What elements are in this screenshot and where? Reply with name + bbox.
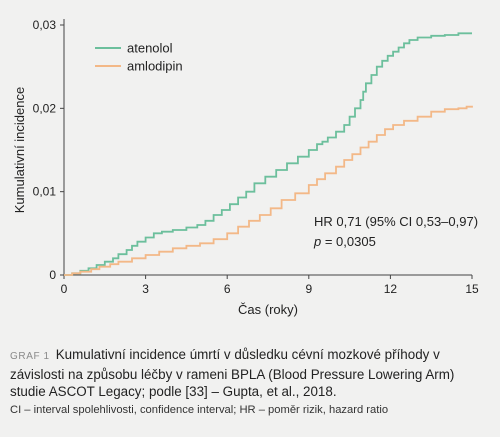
y-tick-label: 0 xyxy=(49,268,56,282)
y-tick-label: 0,02 xyxy=(33,101,57,115)
series-line-amlodipin xyxy=(64,105,473,276)
p-value-text: p = 0,0305 xyxy=(313,234,376,249)
axes-group: 0 3 6 9 12 15 0 0,01 0,02 0,03 Čas (roky) Kumulativ… xyxy=(12,18,479,317)
y-tick-label: 0,01 xyxy=(33,185,57,199)
legend: atenolol amlodipin xyxy=(95,41,183,74)
series-line-atenolol xyxy=(64,32,472,276)
incidence-chart: 0 3 6 9 12 15 0 0,01 0,02 0,03 Čas (roky) Kumulativ… xyxy=(12,18,479,317)
figure-caption: GRAF 1 Kumulativní incidence úmrtí v důsl… xyxy=(10,346,492,401)
x-axis-label: Čas (roky) xyxy=(238,302,298,317)
series-group xyxy=(64,32,473,276)
x-tick-label: 3 xyxy=(142,282,149,296)
p-value: = 0,0305 xyxy=(321,234,376,249)
x-tick-label: 9 xyxy=(305,282,312,296)
legend-label-atenolol: atenolol xyxy=(127,41,173,56)
caption-text: Kumulativní incidence úmrtí v důsledku c… xyxy=(10,347,455,399)
legend-label-amlodipin: amlodipin xyxy=(127,59,183,74)
abbreviation-footnote: CI – interval spolehlivosti, confidence … xyxy=(10,404,389,416)
caption-tag: GRAF 1 xyxy=(10,351,50,362)
x-tick-label: 6 xyxy=(224,282,231,296)
x-tick-label: 15 xyxy=(465,282,479,296)
x-tick-label: 0 xyxy=(61,282,68,296)
y-axis-label: Kumulativní incidence xyxy=(12,87,27,213)
p-symbol: p xyxy=(313,234,321,249)
y-tick-label: 0,03 xyxy=(33,18,57,32)
hr-annotation: HR 0,71 (95% CI 0,53–0,97) p = 0,0305 xyxy=(313,214,478,249)
x-tick-label: 12 xyxy=(384,282,398,296)
hr-text: HR 0,71 (95% CI 0,53–0,97) xyxy=(314,214,478,229)
chart-area: 0 3 6 9 12 15 0 0,01 0,02 0,03 Čas (roky) Kumulativ… xyxy=(12,18,479,317)
